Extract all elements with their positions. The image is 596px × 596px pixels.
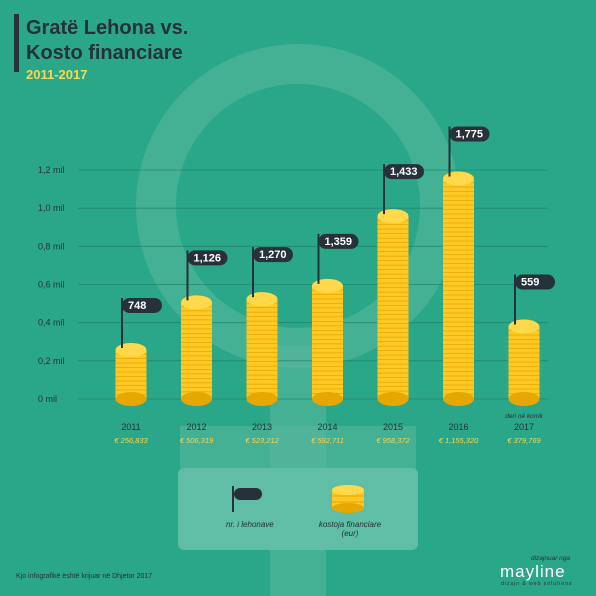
flag-pole	[252, 247, 254, 298]
category-note-2017: deri në korrik	[505, 413, 543, 420]
legend: nr. i lehonave kostoja financiare (eur)	[178, 468, 418, 550]
x-tick-label-2017: 2017	[514, 422, 534, 432]
coin-stack-top	[443, 171, 474, 186]
coin-stack-body	[246, 299, 278, 399]
coin-legend-line-2: (eur)	[341, 529, 359, 538]
flag-count-2016	[449, 126, 490, 142]
title-line-2: Kosto financiare	[26, 42, 183, 64]
coin-stack-body	[377, 216, 409, 399]
coin-stack-2015: 1,433	[377, 164, 424, 406]
coin-stack-body	[508, 326, 540, 399]
cost-label-2017: € 379,769	[507, 436, 541, 445]
flag-legend-label: nr. i lehonave	[226, 520, 274, 529]
coin-stack-base	[246, 392, 278, 406]
cost-label-2012: € 506,319	[180, 436, 214, 445]
flag-count-label: 1,775	[456, 129, 484, 141]
coin-stack-top	[246, 292, 278, 307]
flag-count-label: 1,126	[194, 252, 222, 264]
coin-stack-2014: 1,359	[312, 233, 359, 406]
y-tick-label: 1,0 mil	[38, 203, 65, 213]
coin-stack-top	[181, 295, 212, 310]
coin-stack-top	[377, 209, 409, 224]
flag-pole	[448, 126, 451, 177]
brand-logo: mayline	[500, 562, 566, 581]
flag-count-2011	[122, 297, 162, 313]
coin-stack-body	[312, 285, 343, 399]
coin-stack-base	[377, 392, 409, 406]
flag-count-2015	[384, 164, 424, 180]
flag-count-label: 1,270	[259, 249, 287, 261]
flag-count-label: 1,433	[390, 166, 418, 178]
cost-label-2011: € 256,833	[114, 436, 148, 445]
cost-label-2015: € 958,372	[376, 436, 410, 445]
coin-stack-2013: 1,270	[246, 247, 293, 406]
cost-label-2016: € 1,155,320	[439, 436, 479, 445]
coin-stack-top	[508, 319, 540, 334]
flag-count-label: 559	[521, 277, 539, 289]
flag-count-label: 748	[128, 300, 146, 312]
flag-legend-icon	[232, 486, 262, 512]
coin-stack-base	[443, 392, 474, 406]
coin-stack-base	[181, 392, 212, 406]
y-tick-label: 0,6 mil	[38, 280, 65, 290]
flag-pole	[186, 250, 189, 301]
coin-stack-2011: 748	[115, 297, 162, 406]
coin-stack-body	[443, 178, 474, 399]
flag-count-2013	[253, 247, 293, 263]
chart-title: Gratë Lehona vs. Kosto financiare	[26, 16, 188, 66]
coin-legend-line-1: kostoja financiare	[318, 520, 382, 529]
y-tick-label: 1,2 mil	[38, 165, 65, 175]
flag-pole	[317, 233, 320, 284]
footer-note: Kjo infografikë është krijuar në Dhjetor…	[16, 573, 153, 580]
coin-legend-label: kostoja financiare (eur)	[318, 520, 382, 538]
designed-by-label: dizajnuar nga	[531, 555, 571, 562]
flag-count-label: 1,359	[325, 236, 353, 248]
x-tick-label-2012: 2012	[186, 422, 206, 432]
flag-count-2014	[318, 233, 359, 249]
x-tick-label-2014: 2014	[317, 422, 337, 432]
title-line-1: Gratë Lehona vs.	[26, 17, 189, 39]
x-tick-label-2013: 2013	[252, 422, 272, 432]
coin-stack-base	[508, 392, 540, 406]
flag-pole	[383, 164, 385, 215]
cost-label-2014: € 592,711	[311, 436, 344, 445]
y-tick-label: 0,2 mil	[38, 356, 65, 366]
flag-count-2012	[187, 250, 228, 266]
coin-stack-2016: 1,775	[443, 126, 490, 406]
coin-stack-legend-icon	[332, 485, 364, 513]
chart-subtitle: 2011-2017	[26, 67, 88, 82]
brand-tagline: dizajn & web solutions	[501, 581, 573, 587]
x-tick-label-2015: 2015	[383, 422, 403, 432]
flag-pole	[514, 274, 516, 325]
flag-pole	[121, 297, 123, 348]
y-tick-label: 0,4 mil	[38, 318, 65, 328]
coin-stack-body	[181, 302, 212, 399]
coin-stack-top	[312, 278, 343, 293]
x-tick-label-2011: 2011	[121, 422, 140, 432]
y-tick-label: 0,8 mil	[38, 241, 65, 251]
title-accent-bar	[14, 14, 19, 72]
cost-label-2013: € 523,212	[245, 436, 279, 445]
x-tick-label-2016: 2016	[448, 422, 468, 432]
coin-stack-base	[115, 392, 147, 406]
coin-stack-base	[312, 392, 343, 406]
coin-stack-body	[115, 349, 147, 399]
coin-stack-top	[115, 342, 147, 357]
coin-stack-2017: 559	[508, 274, 555, 406]
flag-count-2017	[515, 274, 555, 290]
y-tick-label: 0 mil	[38, 394, 57, 404]
coin-stack-2012: 1,126	[181, 250, 228, 406]
